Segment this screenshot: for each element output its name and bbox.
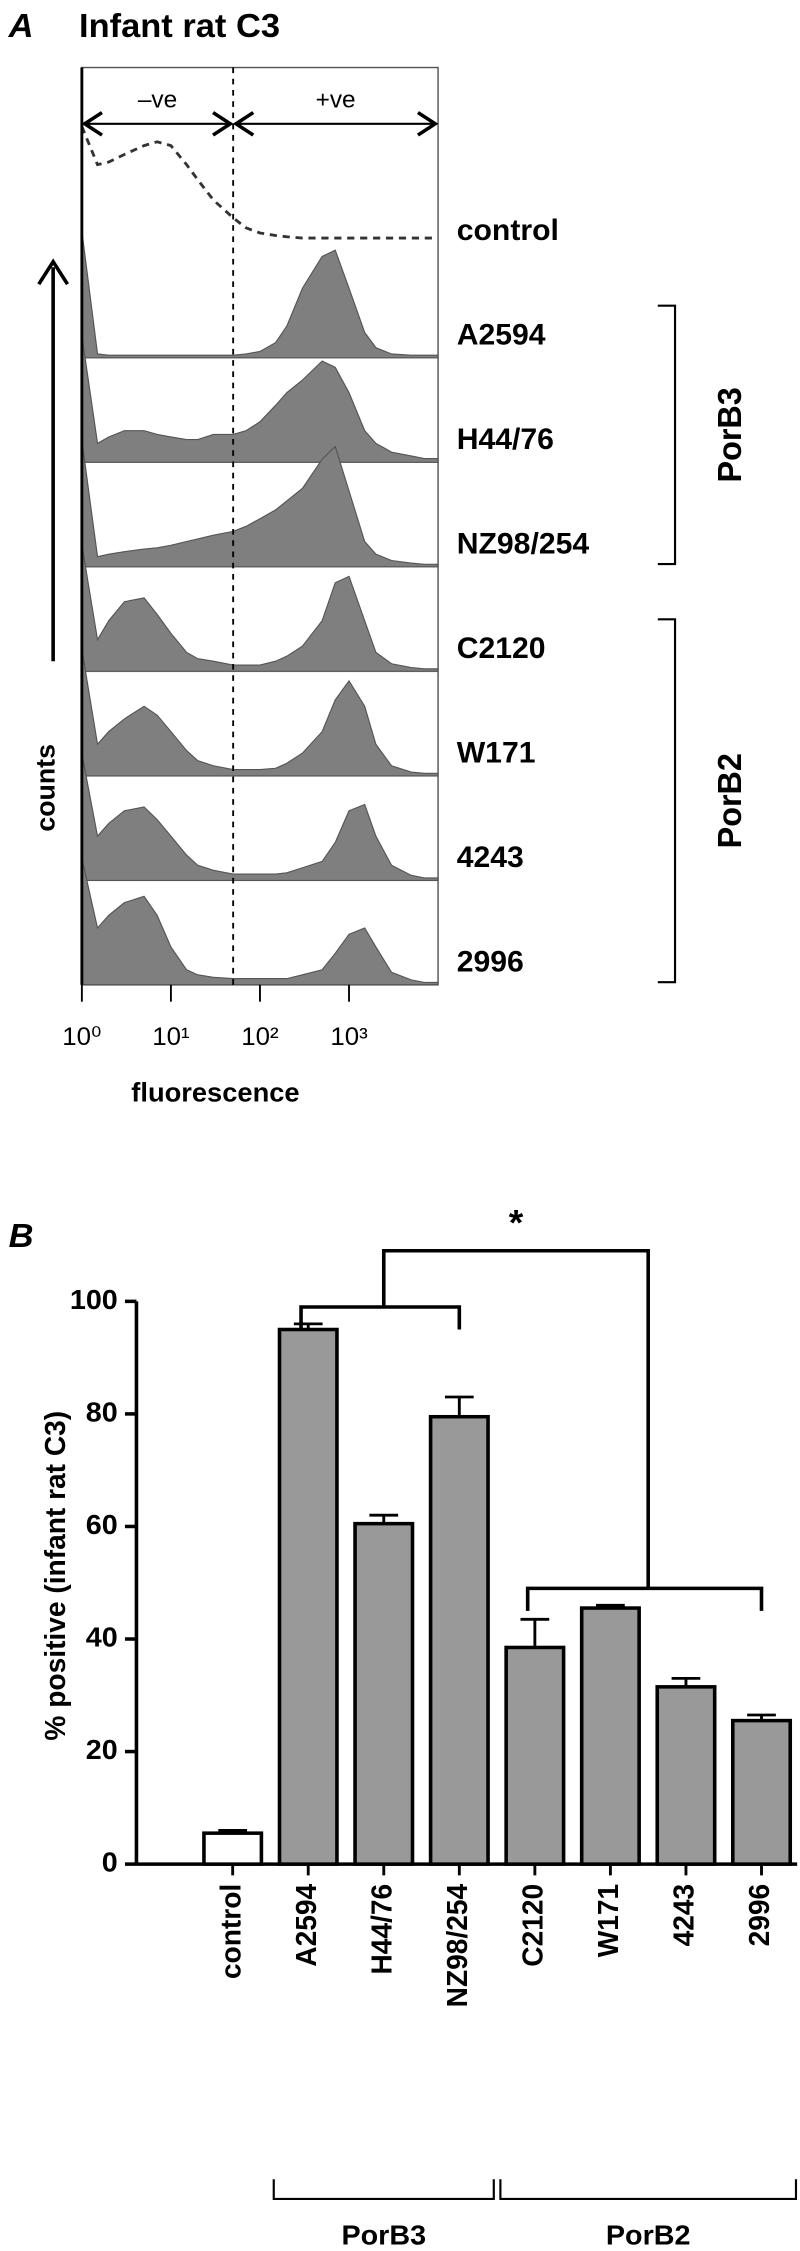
x-tick-label: A2594 [291, 1884, 323, 1967]
group-label: PorB3 [711, 387, 748, 482]
legend-label: W171 [457, 737, 536, 770]
bar [579, 1606, 641, 1866]
histogram-area [81, 753, 439, 881]
legend-label: 2996 [457, 946, 524, 979]
gate-arrowhead [81, 111, 234, 137]
x-tick-label: 2996 [744, 1884, 776, 1947]
histogram-area [81, 335, 439, 463]
histogram-line [80, 126, 439, 240]
y-tick-label: 80 [86, 1397, 118, 1429]
y-axis-label: % positive (infant rat C3) [40, 1411, 72, 1741]
group-bracket [499, 2179, 798, 2201]
y-tick-label: 40 [86, 1622, 118, 1654]
group-bracket [657, 304, 677, 566]
significance-link [381, 1248, 650, 1589]
y-tick-label: 20 [86, 1734, 118, 1766]
group-bracket [657, 618, 677, 984]
significance-bracket [525, 1586, 764, 1611]
histogram-area [81, 649, 439, 777]
y-tick-label: 0 [102, 1847, 118, 1879]
x-axis-label: fluorescence [131, 1078, 299, 1108]
x-tick-label: 4243 [668, 1884, 700, 1947]
significance-label: * [509, 1202, 524, 1243]
bar [730, 1718, 793, 1866]
chart-title: Infant rat C3 [79, 7, 280, 45]
histogram-area [81, 858, 439, 986]
gate-label: –ve [138, 87, 177, 114]
x-tick-label: 10³ [330, 1023, 368, 1051]
legend-label: A2594 [457, 319, 546, 352]
legend-label: H44/76 [457, 423, 554, 456]
histogram-area [81, 231, 439, 359]
bar [655, 1685, 717, 1866]
bar [504, 1645, 566, 1866]
x-tick-label: 10¹ [152, 1023, 189, 1051]
panel-letter: A [8, 7, 34, 45]
legend-label: C2120 [457, 632, 546, 665]
y-axis-label: counts [30, 744, 60, 832]
gate-label: +ve [316, 87, 356, 114]
counts-arrowhead [37, 258, 70, 286]
x-tick-label: W171 [593, 1884, 625, 1958]
y-tick-label: 100 [70, 1284, 118, 1316]
group-label: PorB2 [606, 2220, 691, 2251]
bar [353, 1521, 415, 1866]
y-tick-label: 60 [86, 1509, 118, 1541]
bar [428, 1414, 490, 1866]
histogram-area [81, 440, 439, 568]
group-label: PorB3 [341, 2220, 426, 2251]
x-tick-label: H44/76 [366, 1884, 398, 1975]
legend-label: control [457, 214, 559, 247]
significance-bracket [299, 1305, 462, 1330]
group-label: PorB2 [711, 753, 748, 848]
legend-label: NZ98/254 [457, 528, 590, 561]
histogram-area [81, 544, 439, 672]
x-tick-label: control [215, 1884, 247, 1979]
legend-label: 4243 [457, 841, 524, 874]
x-tick-label: 10² [241, 1023, 279, 1051]
x-tick-label: 10⁰ [62, 1023, 101, 1051]
group-bracket [272, 2179, 495, 2201]
bar [277, 1327, 339, 1866]
bar [202, 1831, 264, 1866]
gate-arrowhead [232, 111, 439, 137]
x-tick-label: C2120 [517, 1884, 549, 1967]
x-tick-label: NZ98/254 [442, 1884, 474, 2008]
panel-letter: B [9, 1217, 34, 1255]
